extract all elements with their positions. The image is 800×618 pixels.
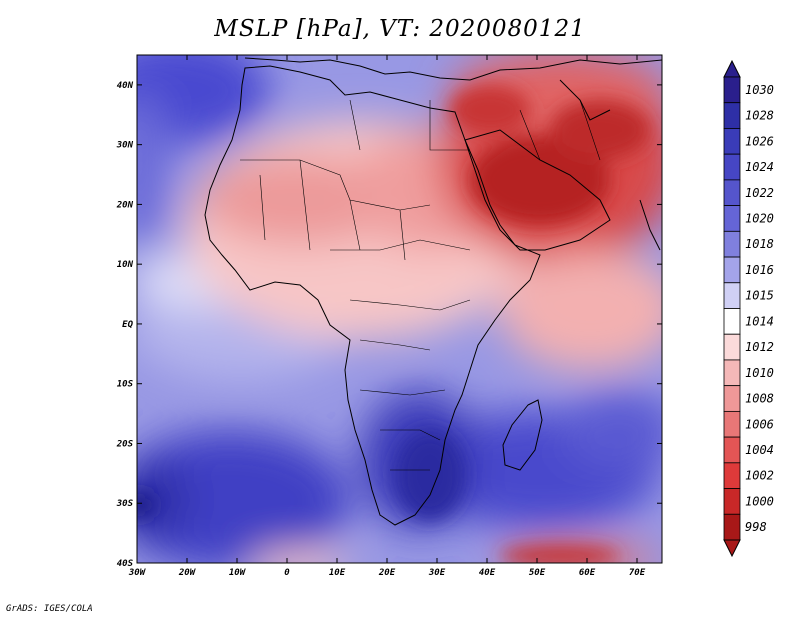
- lon-tick-label: 40E: [479, 568, 496, 578]
- colorbar-level-label: 1000: [745, 494, 774, 508]
- colorbar-level-label: 1018: [745, 237, 774, 251]
- colorbar-swatch: [723, 308, 741, 335]
- lat-tick-label: 20S: [116, 439, 134, 449]
- colorbar-level-label: 1024: [745, 160, 774, 174]
- plot-frame: [136, 54, 663, 564]
- coastlines: [204, 57, 662, 526]
- colorbar-swatch: [723, 179, 741, 207]
- colorbar-swatch: [723, 230, 741, 258]
- lon-tick-label: 30E: [428, 568, 446, 578]
- colorbar-level-label: 1004: [745, 443, 774, 457]
- axis-ticks: 30W 20W 10W 0 10E 20E 30E 40E 50E 60E 70E 40N 30N 20N…: [116, 55, 662, 578]
- colorbar-swatch: [723, 513, 741, 541]
- colorbar-level-label: 1026: [745, 134, 774, 148]
- colorbar-swatch: [723, 333, 741, 361]
- colorbar-swatch: [723, 385, 741, 412]
- colorbar-level-label: 1030: [745, 83, 774, 97]
- colorbar-swatch: [723, 436, 741, 464]
- colorbar-swatch: [723, 462, 741, 489]
- borders: [240, 99, 601, 471]
- colorbar-swatch: [723, 282, 741, 309]
- colorbar-swatch: [723, 410, 741, 438]
- colorbar-level-label: 998: [745, 520, 767, 534]
- colorbar-swatch: [723, 488, 741, 515]
- colorbar-swatch: [723, 153, 741, 181]
- lat-tick-label: 10N: [117, 260, 134, 270]
- lat-tick-label: 40S: [117, 559, 134, 569]
- colorbar-level-label: 1008: [745, 392, 774, 406]
- colorbar-level-label: 1028: [745, 109, 774, 123]
- colorbar-swatch: [723, 256, 741, 284]
- lon-tick-label: 0: [284, 568, 290, 578]
- colorbar-swatch: [723, 205, 741, 232]
- lon-tick-label: 20E: [378, 568, 396, 578]
- lat-tick-label: 40N: [117, 81, 134, 91]
- colorbar-swatch: [723, 359, 741, 387]
- lon-tick-label: 20W: [178, 568, 197, 578]
- colorbar-level-label: 1022: [745, 186, 774, 200]
- lat-tick-label: 20N: [116, 200, 134, 210]
- colorbar-swatch: [723, 128, 741, 155]
- map-title: MSLP [hPa], VT: 2020080121: [214, 16, 586, 42]
- lat-tick-label: EQ: [122, 320, 133, 330]
- colorbar-level-label: 1012: [745, 340, 774, 354]
- lon-tick-label: 50E: [529, 568, 546, 578]
- colorbar-legend: 1030 1028 1026 1024 1022 1020 1018 1016 1015 1014…: [723, 59, 774, 558]
- colorbar-level-label: 1002: [745, 469, 774, 483]
- colorbar-level-label: 1010: [745, 366, 774, 380]
- colorbar-bottom-arrow: [723, 539, 741, 558]
- colorbar-level-label: 1014: [745, 314, 774, 328]
- colorbar-top-arrow: [723, 59, 741, 78]
- lat-tick-label: 30S: [116, 499, 134, 509]
- credit-text: GrADS: IGES/COLA: [6, 604, 93, 614]
- lon-tick-label: 10W: [229, 568, 247, 578]
- colorbar-swatch: [723, 76, 741, 104]
- lon-tick-label: 70E: [629, 568, 646, 578]
- lon-tick-label: 10E: [329, 568, 346, 578]
- colorbar-level-label: 1006: [745, 417, 774, 431]
- colorbar-level-label: 1016: [745, 263, 774, 277]
- lat-tick-label: 10S: [117, 380, 134, 390]
- colorbar-level-label: 1020: [745, 211, 774, 225]
- lat-tick-label: 30N: [116, 141, 134, 151]
- colorbar-swatch: [723, 102, 741, 129]
- lon-tick-label: 30W: [128, 568, 147, 578]
- lon-tick-label: 60E: [579, 568, 596, 578]
- colorbar-level-label: 1015: [745, 289, 774, 303]
- pressure-field: [137, 55, 662, 563]
